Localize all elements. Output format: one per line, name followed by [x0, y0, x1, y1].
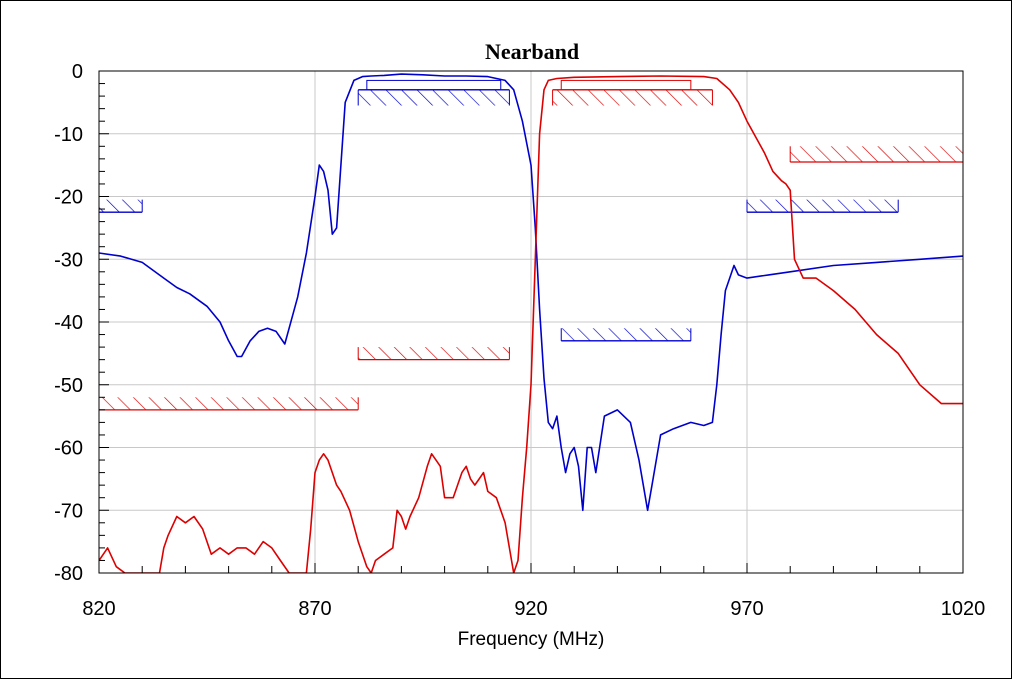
mask-blue — [560, 328, 692, 342]
mask-red — [357, 347, 510, 361]
y-tick-label: 0 — [72, 61, 83, 83]
x-tick-label: 820 — [82, 598, 115, 620]
mask-blue — [357, 89, 510, 106]
x-tick-label: 970 — [730, 598, 763, 620]
y-tick-label: -20 — [54, 187, 83, 209]
y-tick-label: -50 — [54, 375, 83, 397]
series-layer — [99, 73, 963, 573]
mask-layer — [98, 79, 964, 411]
mask-blue — [746, 199, 899, 213]
y-tick-label: -70 — [54, 500, 83, 522]
mask-blue — [366, 79, 502, 91]
y-tick-label: -40 — [54, 312, 83, 334]
mask-blue — [98, 199, 143, 213]
y-tick-labels: 0 -10 -20 -30 -40 -50 -60 -70 -80 — [54, 61, 83, 585]
mask-red — [789, 146, 964, 163]
y-tick-label: -30 — [54, 249, 83, 271]
x-tick-label: 920 — [514, 598, 547, 620]
tick-marks — [98, 70, 964, 574]
blue-trace-line — [99, 73, 963, 512]
x-tick-label: 870 — [298, 598, 331, 620]
mask-red — [98, 397, 359, 411]
grid — [99, 71, 963, 573]
x-axis-label: Frequency (MHz) — [458, 629, 605, 650]
mask-red — [560, 79, 692, 91]
red-trace-line — [99, 75, 963, 573]
y-tick-label: -80 — [54, 563, 83, 585]
x-tick-labels: 820 870 920 970 1020 — [82, 598, 985, 620]
y-tick-label: -60 — [54, 438, 83, 460]
x-tick-label: 1020 — [941, 598, 986, 620]
y-tick-label: -10 — [54, 124, 83, 146]
chart-title: Nearband — [485, 39, 579, 64]
mask-red — [552, 89, 713, 106]
